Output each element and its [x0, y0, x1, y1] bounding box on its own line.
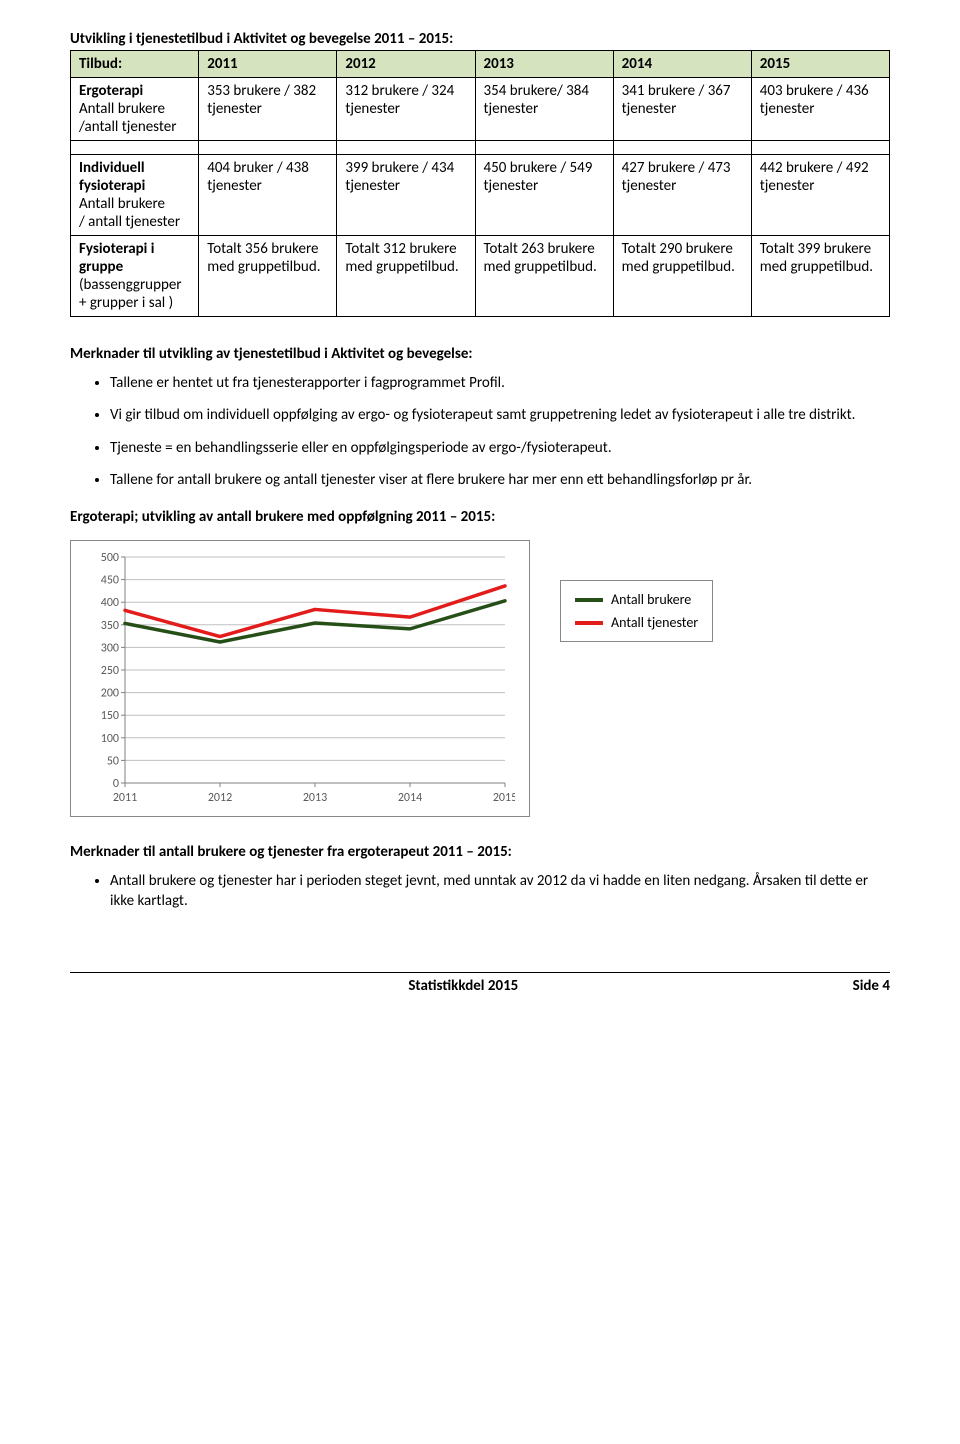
footer-title: Statistikkdel 2015 [408, 977, 518, 995]
th-tilbud: Tilbud: [71, 51, 199, 78]
svg-text:250: 250 [101, 664, 119, 678]
row-indiv-label: Individuell fysioterapi [79, 159, 145, 195]
legend-item: Antall brukere [575, 591, 698, 608]
chart-legend: Antall brukere Antall tjenester [560, 580, 713, 642]
row-gruppe-label: Fysioterapi i gruppe [79, 240, 154, 276]
ergo-2011: 353 brukere / 382 tjenester [199, 78, 337, 141]
th-2013: 2013 [475, 51, 613, 78]
list-item: Tallene er hentet ut fra tjenesterapport… [110, 373, 890, 393]
row-gruppe-sub2: + grupper i sal ) [79, 294, 190, 312]
gruppe-2011: Totalt 356 brukere med gruppetilbud. [199, 236, 337, 317]
legend-swatch-icon [575, 621, 603, 625]
table-header-row: Tilbud: 2011 2012 2013 2014 2015 [71, 51, 890, 78]
table-row: Fysioterapi i gruppe (bassenggrupper + g… [71, 236, 890, 317]
ergo-2015: 403 brukere / 436 tjenester [751, 78, 889, 141]
page-footer: . Statistikkdel 2015 Side 4 [70, 972, 890, 995]
list-item: Antall brukere og tjenester har i period… [110, 871, 890, 912]
svg-text:100: 100 [101, 732, 119, 746]
svg-text:300: 300 [101, 641, 119, 655]
legend-item: Antall tjenester [575, 614, 698, 631]
table-row: Ergoterapi Antall brukere /antall tjenes… [71, 78, 890, 141]
row-indiv-sub2: / antall tjenester [79, 213, 190, 231]
th-2011: 2011 [199, 51, 337, 78]
gruppe-2012: Totalt 312 brukere med gruppetilbud. [337, 236, 475, 317]
svg-text:200: 200 [101, 687, 119, 701]
svg-text:2014: 2014 [398, 791, 422, 805]
svg-text:2013: 2013 [303, 791, 327, 805]
th-2014: 2014 [613, 51, 751, 78]
row-indiv-sub1: Antall brukere [79, 195, 190, 213]
indiv-2011: 404 bruker / 438 tjenester [199, 155, 337, 236]
svg-text:0: 0 [113, 777, 119, 791]
legend-label-1: Antall tjenester [611, 614, 698, 631]
row-ergo-label: Ergoterapi [79, 82, 143, 100]
notes-title: Merknader til utvikling av tjenestetilbu… [70, 345, 890, 363]
services-table: Tilbud: 2011 2012 2013 2014 2015 Ergoter… [70, 50, 890, 317]
chart-title: Ergoterapi; utvikling av antall brukere … [70, 508, 890, 526]
list-item: Tjeneste = en behandlingsserie eller en … [110, 438, 890, 458]
notes2-list: Antall brukere og tjenester har i period… [70, 871, 890, 912]
notes2-title: Merknader til antall brukere og tjeneste… [70, 843, 890, 861]
ergo-2012: 312 brukere / 324 tjenester [337, 78, 475, 141]
notes-list: Tallene er hentet ut fra tjenesterapport… [70, 373, 890, 490]
row-gruppe-sub1: (bassenggrupper [79, 276, 190, 294]
table-spacer [71, 141, 890, 155]
row-ergo-sub1: Antall brukere [79, 100, 190, 118]
list-item: Vi gir tilbud om individuell oppfølging … [110, 405, 890, 425]
ergo-2013: 354 brukere/ 384 tjenester [475, 78, 613, 141]
gruppe-2013: Totalt 263 brukere med gruppetilbud. [475, 236, 613, 317]
indiv-2012: 399 brukere / 434 tjenester [337, 155, 475, 236]
list-item: Tallene for antall brukere og antall tje… [110, 470, 890, 490]
th-2012: 2012 [337, 51, 475, 78]
gruppe-2015: Totalt 399 brukere med gruppetilbud. [751, 236, 889, 317]
legend-label-0: Antall brukere [611, 591, 691, 608]
svg-text:2012: 2012 [208, 791, 232, 805]
svg-text:50: 50 [107, 754, 119, 768]
ergo-2014: 341 brukere / 367 tjenester [613, 78, 751, 141]
indiv-2013: 450 brukere / 549 tjenester [475, 155, 613, 236]
svg-text:2015: 2015 [493, 791, 515, 805]
indiv-2015: 442 brukere / 492 tjenester [751, 155, 889, 236]
section-title: Utvikling i tjenestetilbud i Aktivitet o… [70, 30, 890, 48]
svg-text:500: 500 [101, 551, 119, 565]
gruppe-2014: Totalt 290 brukere med gruppetilbud. [613, 236, 751, 317]
row-ergo-sub2: /antall tjenester [79, 118, 190, 136]
legend-swatch-icon [575, 598, 603, 602]
indiv-2014: 427 brukere / 473 tjenester [613, 155, 751, 236]
svg-text:350: 350 [101, 619, 119, 633]
footer-page: Side 4 [853, 977, 890, 995]
svg-text:150: 150 [101, 709, 119, 723]
th-2015: 2015 [751, 51, 889, 78]
line-chart: 0 50 100 150 200 250 300 350 400 450 500 2011 2012 20… [70, 540, 530, 817]
svg-text:2011: 2011 [113, 791, 137, 805]
svg-text:400: 400 [101, 596, 119, 610]
svg-text:450: 450 [101, 574, 119, 588]
table-row: Individuell fysioterapi Antall brukere /… [71, 155, 890, 236]
